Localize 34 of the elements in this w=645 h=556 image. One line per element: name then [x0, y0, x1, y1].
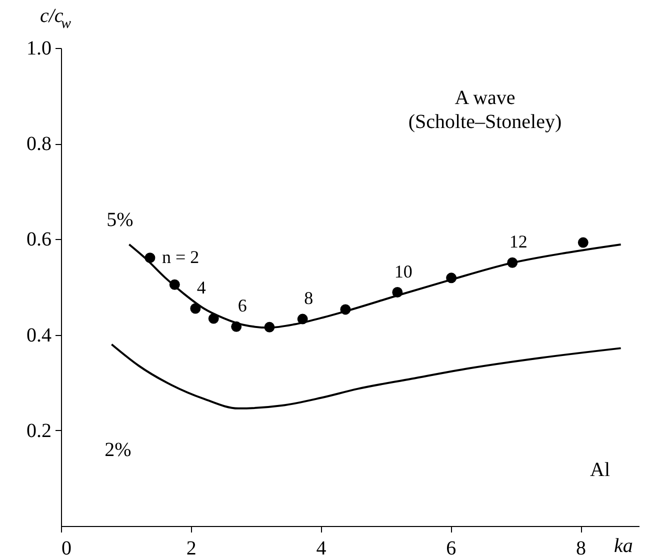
annotation: 2%	[104, 439, 132, 461]
annotation: 10	[394, 261, 412, 282]
annotation: n = 2	[162, 246, 200, 267]
x-tick-label: 6	[446, 538, 456, 556]
annotation: 6	[238, 296, 247, 316]
x-tick-label: 8	[576, 538, 586, 556]
line-series	[110, 343, 622, 410]
x-tick-label: 0	[62, 538, 72, 556]
point	[264, 322, 275, 332]
point	[578, 237, 588, 248]
point	[190, 303, 201, 314]
point	[392, 287, 403, 298]
point	[144, 252, 156, 264]
x-axis-title: ka	[614, 535, 633, 556]
annotation: 5%	[106, 209, 134, 231]
point	[507, 257, 518, 268]
y-tick-label: 0.6	[26, 228, 52, 251]
point	[446, 272, 457, 284]
point	[231, 321, 242, 332]
annotation: 12	[509, 232, 528, 252]
x-tick-label: 2	[186, 538, 196, 556]
y-tick-label: 0.2	[26, 420, 52, 442]
annotation: A wave (Scholte–Stoneley)	[408, 87, 562, 133]
y-tick-label: 1.0	[26, 38, 52, 60]
annotation: Al	[590, 459, 610, 481]
annotation: 4	[196, 278, 206, 298]
x-tick-label: 4	[316, 538, 326, 556]
point	[169, 279, 180, 290]
point	[297, 314, 308, 324]
annotation: 8	[304, 288, 314, 308]
y-tick-label: 0.8	[26, 133, 52, 156]
point	[208, 313, 219, 324]
y-tick-label: 0.4	[26, 324, 52, 346]
point	[340, 304, 351, 315]
